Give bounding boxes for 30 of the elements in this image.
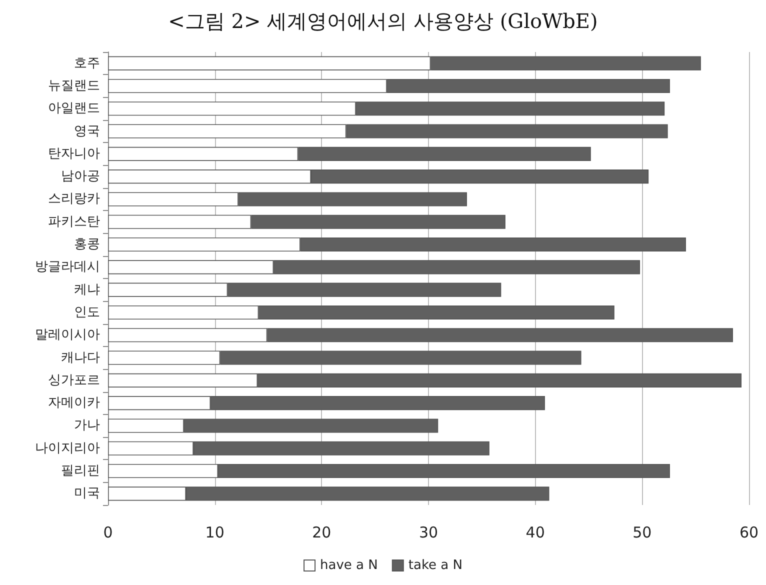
x-tick-label: 60 [739, 524, 759, 542]
x-tick-label: 10 [205, 524, 224, 542]
y-tick-label: 자메이카 [48, 396, 100, 411]
y-tick-label: 말레이시아 [35, 328, 100, 343]
x-tick-label: 20 [312, 524, 332, 542]
y-tick-label: 파키스탄 [48, 214, 100, 230]
y-tick-label: 뉴질랜드 [48, 78, 100, 94]
y-tick-label: 영국 [74, 124, 100, 139]
y-tick-label: 남아공 [61, 169, 100, 184]
y-tick-label: 인도 [74, 304, 100, 320]
y-tick-label: 스리랑카 [48, 192, 100, 207]
y-tick-label: 싱가포르 [48, 372, 100, 388]
legend-label: have a N [320, 558, 378, 573]
y-tick-label: 캐나다 [61, 350, 100, 366]
y-tick-label: 호주 [74, 56, 100, 71]
y-tick-label: 미국 [74, 486, 100, 502]
legend-label: take a N [408, 558, 462, 573]
x-tick-label: 0 [103, 524, 113, 542]
y-tick-label: 필리핀 [61, 464, 100, 479]
x-tick-label: 50 [632, 524, 652, 542]
y-tick-label: 케냐 [74, 282, 100, 298]
y-tick-label: 아일랜드 [48, 101, 100, 116]
y-tick-label: 탄자니아 [48, 146, 100, 162]
y-tick-label: 홍콩 [74, 237, 100, 252]
chart-title: <그림 2> 세계영어에서의 사용양상 (GloWbE) [168, 9, 598, 33]
y-tick-label: 나이지리아 [35, 440, 100, 456]
x-tick-label: 30 [418, 524, 438, 542]
x-tick-label: 40 [526, 524, 545, 542]
y-tick-label: 가나 [74, 418, 100, 434]
y-tick-label: 방글라데시 [35, 260, 100, 275]
